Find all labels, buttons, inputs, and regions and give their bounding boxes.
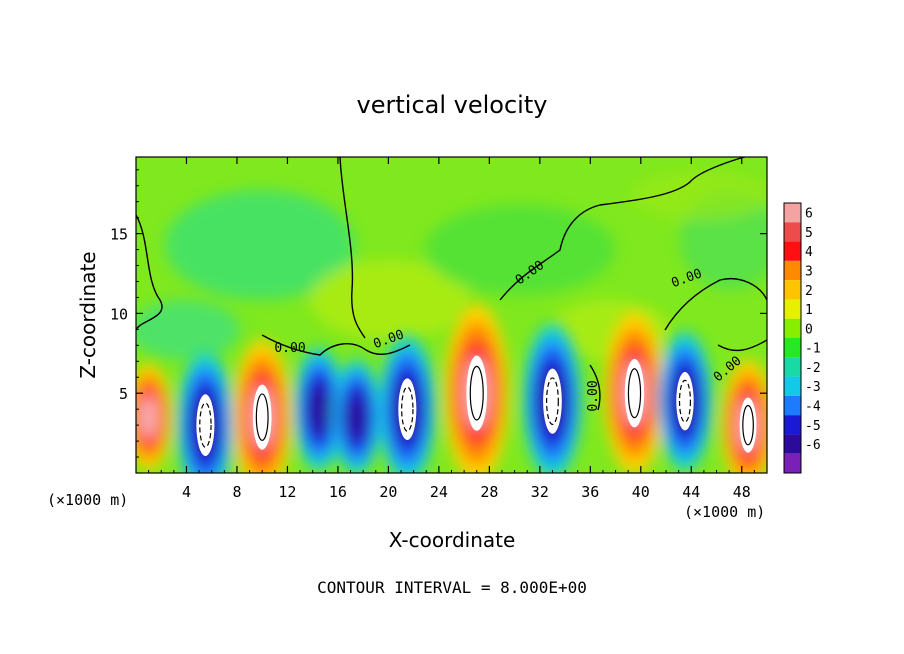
cell-contour [627,368,642,419]
contour-value-label: 0.00 [586,380,601,411]
colorbar-label: -1 [805,342,821,357]
x-tick-label: 28 [480,483,498,501]
colorbar-label: -5 [805,419,821,434]
colorbar-swatch [784,434,801,454]
y-tick-label: 5 [119,385,128,403]
x-tick-label: 32 [531,483,549,501]
colorbar-label: 0 [805,322,813,337]
y-tick-label: 15 [110,226,128,244]
cell-band [139,395,158,439]
x-tick-label: 20 [379,483,397,501]
colorbar-label: 6 [805,207,813,222]
contour-interval-note: CONTOUR INTERVAL = 8.000E+00 [317,578,587,597]
cell-core [398,378,417,440]
colorbar-label: 4 [805,245,813,260]
x-tick-label: 12 [278,483,296,501]
x-unit-right: (×1000 m) [684,503,765,521]
colorbar-label: 2 [805,284,813,299]
x-tick-label: 36 [581,483,599,501]
cell-contour [546,377,559,426]
colorbar-swatch [784,376,801,396]
chart-title: vertical velocity [357,91,548,119]
x-tick-label: 4 [182,483,191,501]
colorbar-swatch [784,299,801,319]
x-ticks: 4 8 12 16 20 24 28 32 36 40 44 48 [148,157,755,501]
colorbar: 6 5 4 3 2 1 0 -1 -2 -3 -4 -5 -6 [783,202,821,474]
x-tick-label: 8 [232,483,241,501]
colorbar-label: 3 [805,265,813,280]
contour-value-label: 0.00 [274,341,305,356]
colorbar-swatch [784,222,801,242]
cell-core [196,394,215,456]
colorbar-swatch [784,357,801,377]
colorbar-swatch [784,203,801,223]
x-tick-label: 16 [329,483,347,501]
x-tick-label: 44 [682,483,700,501]
colorbar-swatch [784,453,801,473]
colorbar-swatch [784,318,801,338]
colorbar-swatch [784,338,801,358]
x-tick-label: 24 [430,483,448,501]
colorbar-swatch [784,280,801,300]
colorbar-label: -3 [805,380,821,395]
zero-contours [136,157,767,411]
cell-contour [678,379,692,423]
cell-contour [401,386,414,432]
colorbar-label: 5 [805,226,813,241]
colorbar-label: -4 [805,400,821,415]
x-tick-label: 40 [632,483,650,501]
cell-contour [469,365,484,421]
colorbar-label: 1 [805,303,813,318]
colorbar-label: -2 [805,361,821,376]
cell-band [347,394,367,441]
colorbar-swatch [784,415,801,435]
colorbar-swatch [784,241,801,261]
y-axis-label: Z-coordinate [76,251,100,378]
x-axis-label: X-coordinate [389,528,516,552]
x-unit-left: (×1000 m) [47,491,128,509]
colorbar-frame [783,202,802,474]
colorbar-swatch [784,395,801,416]
cell-band [308,384,330,434]
y-tick-label: 10 [110,305,128,323]
x-tick-label: 48 [733,483,751,501]
y-ticks: 5 10 15 [110,169,767,458]
cell-contour [742,404,754,446]
cell-contour [199,402,212,448]
colorbar-swatch [784,260,801,281]
colorbar-label: -6 [805,438,821,453]
cell-contour [255,393,269,441]
velocity-cores [196,355,757,456]
